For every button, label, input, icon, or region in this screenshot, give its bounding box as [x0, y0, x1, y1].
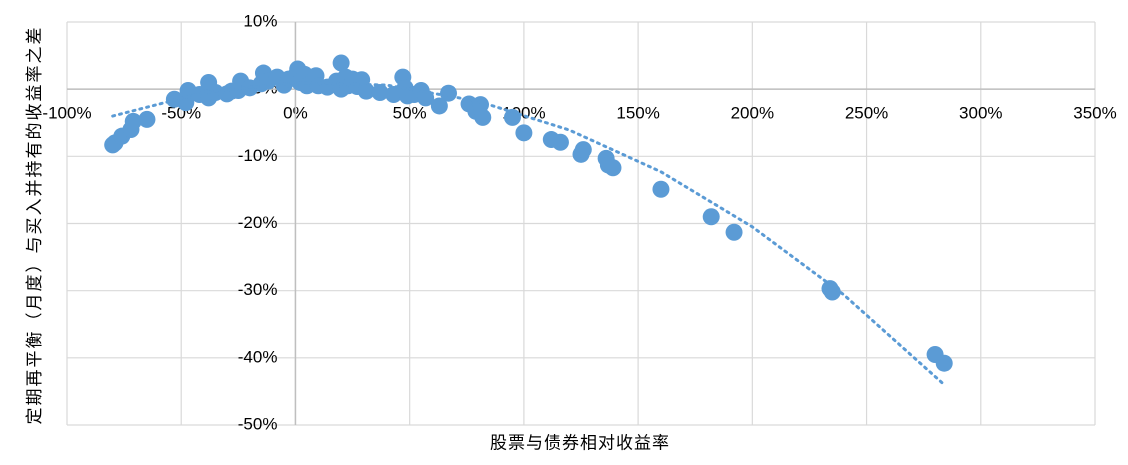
scatter-point — [124, 112, 142, 130]
y-tick-label: -20% — [238, 213, 278, 232]
scatter-point — [515, 124, 533, 142]
scatter-point — [702, 208, 720, 226]
scatter-point — [332, 54, 350, 72]
x-tick-label: 350% — [1073, 104, 1116, 123]
x-tick-label: 200% — [731, 104, 774, 123]
x-tick-label: 50% — [393, 104, 427, 123]
x-tick-label: 250% — [845, 104, 888, 123]
scatter-point — [138, 110, 156, 128]
scatter-point — [471, 96, 489, 114]
y-axis-label: 定期再平衡（月度）与买入并持有的收益率之差 — [25, 25, 45, 425]
y-tick-label: -40% — [238, 347, 278, 366]
trendline — [111, 80, 946, 387]
scatter-point — [652, 180, 670, 198]
x-tick-label: -100% — [42, 104, 91, 123]
scatter-point — [357, 82, 375, 100]
x-tick-label: 150% — [616, 104, 659, 123]
scatter-point — [371, 84, 389, 102]
scatter-point — [935, 354, 953, 372]
scatter-point — [725, 223, 743, 241]
scatter-point — [430, 97, 448, 115]
y-tick-label: 10% — [243, 11, 277, 30]
scatter-point — [440, 84, 458, 102]
scatter-point — [551, 133, 569, 151]
y-tick-label: -30% — [238, 280, 278, 299]
scatter-point — [604, 159, 622, 177]
scatter-point — [474, 108, 492, 126]
x-tick-label: 300% — [959, 104, 1002, 123]
x-axis-label: 股票与债券相对收益率 — [490, 434, 670, 454]
y-tick-label: -50% — [238, 414, 278, 433]
scatter-point — [503, 108, 521, 126]
scatter-point — [574, 141, 592, 159]
y-tick-label: -10% — [238, 146, 278, 165]
